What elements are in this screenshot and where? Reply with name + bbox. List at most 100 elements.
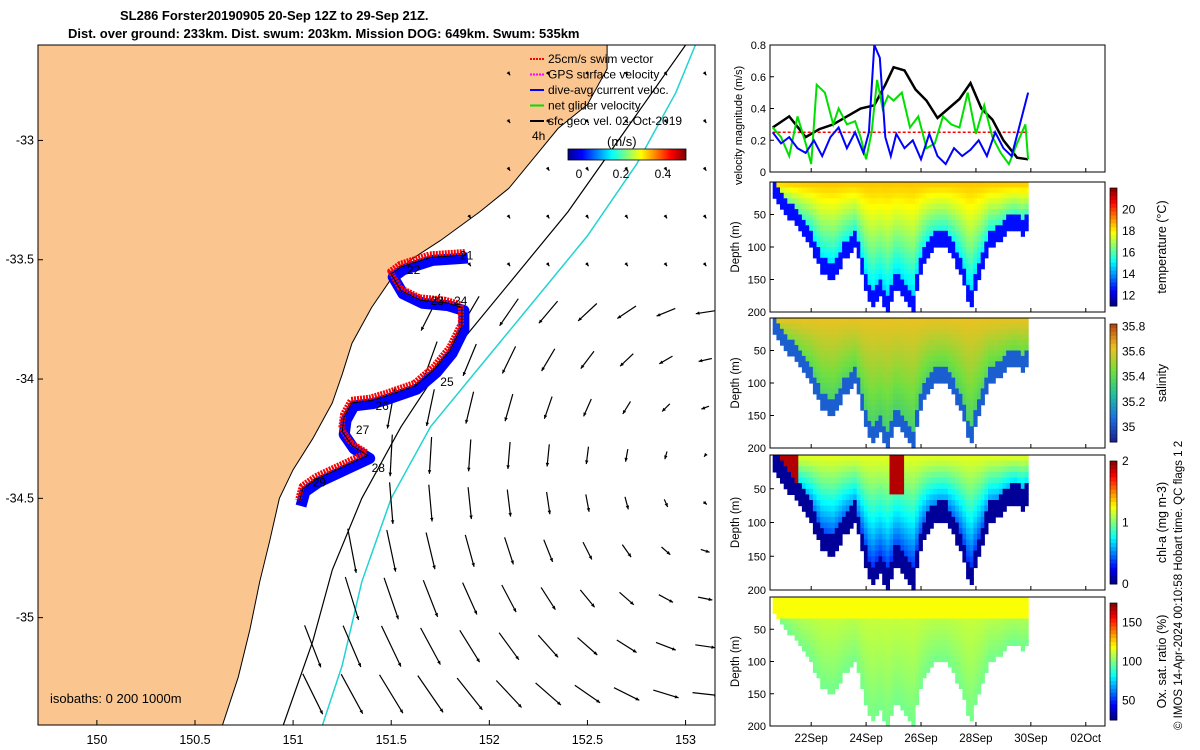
section-cell xyxy=(823,602,828,609)
section-cell xyxy=(885,656,890,663)
section-cell xyxy=(783,323,788,330)
section-cell xyxy=(820,236,825,243)
section-cell xyxy=(955,455,960,462)
section-cell xyxy=(823,483,828,490)
section-cell xyxy=(904,241,909,248)
section-cell xyxy=(812,656,818,663)
colorbar-cell xyxy=(1110,665,1117,670)
section-cell xyxy=(874,500,880,507)
section-cell xyxy=(951,618,956,625)
section-cell xyxy=(878,466,883,473)
section-cell xyxy=(889,618,894,625)
section-cell xyxy=(911,431,916,438)
section-cell xyxy=(853,182,858,188)
section-cell xyxy=(823,323,828,330)
section-cell xyxy=(863,634,869,641)
section-cell xyxy=(801,230,807,237)
section-cell xyxy=(783,187,788,194)
section-cell xyxy=(893,410,898,417)
section-cell xyxy=(926,650,931,657)
colorbar-cell xyxy=(1110,497,1117,503)
section-cell xyxy=(889,241,894,248)
section-cell xyxy=(885,623,890,630)
section-cell xyxy=(998,366,1004,373)
section-cell xyxy=(823,263,828,270)
section-cell xyxy=(926,471,931,479)
section-cell xyxy=(860,399,865,406)
section-cell xyxy=(922,672,927,679)
section-cell xyxy=(831,339,836,346)
section-cell xyxy=(900,460,905,467)
section-cell xyxy=(896,328,901,335)
section-cell xyxy=(842,466,847,473)
section-cell xyxy=(874,602,880,609)
colorbar-cell xyxy=(1110,282,1117,287)
section-cell xyxy=(863,252,869,259)
section-cell xyxy=(885,257,890,264)
section-cell xyxy=(831,410,836,417)
section-cell xyxy=(893,192,898,199)
colorbar-cell xyxy=(1110,638,1117,643)
velocity-arrow xyxy=(538,300,559,324)
section-cell xyxy=(838,399,843,406)
legend-label: sfc geo. vel. 02-Oct-2019 xyxy=(548,114,682,128)
section-cell xyxy=(831,661,836,668)
section-cell xyxy=(863,214,869,221)
section-cell xyxy=(834,361,839,368)
colorbar-tick-label: 50 xyxy=(1122,694,1136,708)
section-cell xyxy=(827,230,832,237)
section-cell xyxy=(966,209,971,216)
section-cell xyxy=(834,602,839,609)
section-cell xyxy=(995,488,1000,495)
section-cell xyxy=(955,656,960,663)
section-cell xyxy=(1002,640,1007,646)
section-cell xyxy=(907,420,912,427)
section-cell xyxy=(1013,483,1018,490)
section-cell xyxy=(783,460,788,467)
section-cell xyxy=(827,350,832,357)
section-cell xyxy=(831,334,836,341)
section-cell xyxy=(980,257,985,264)
section-cell xyxy=(998,323,1004,330)
section-cell xyxy=(933,483,938,490)
section-cell xyxy=(871,677,876,684)
velocity-arrowhead xyxy=(625,505,630,510)
section-cell xyxy=(962,494,967,501)
section-cell xyxy=(834,494,839,501)
section-cell xyxy=(882,471,887,479)
section-cell xyxy=(871,516,876,524)
section-cell xyxy=(988,511,993,518)
section-cell xyxy=(969,383,974,389)
section-cell xyxy=(838,241,843,248)
section-cell xyxy=(874,323,880,330)
colorbar-cell xyxy=(1110,414,1117,419)
section-cell xyxy=(809,477,814,484)
section-cell xyxy=(823,198,828,205)
section-cell xyxy=(867,182,872,188)
section-cell xyxy=(969,279,974,286)
section-cell xyxy=(947,488,953,495)
section-cell xyxy=(904,709,909,716)
section-cell xyxy=(871,693,876,700)
section-cell xyxy=(966,377,971,384)
section-cell xyxy=(998,460,1004,467)
colorbar-cell xyxy=(1110,653,1117,659)
section-cell xyxy=(816,236,821,243)
section-cell xyxy=(834,372,839,379)
section-cell xyxy=(823,629,828,636)
section-cell xyxy=(842,623,847,630)
section-cell xyxy=(798,500,803,507)
velocity-arrowhead xyxy=(620,362,624,367)
section-ytick-label: 100 xyxy=(748,518,766,530)
section-cell xyxy=(831,182,836,188)
section-cell xyxy=(1002,219,1007,226)
velocity-arrow xyxy=(613,687,640,701)
section-cell xyxy=(980,247,985,253)
section-cell xyxy=(856,640,861,646)
section-cell xyxy=(940,623,945,630)
section-cell xyxy=(929,656,934,663)
section-cell xyxy=(929,334,934,341)
section-cell xyxy=(827,404,832,411)
section-cell xyxy=(820,355,825,362)
section-cell xyxy=(926,640,931,646)
